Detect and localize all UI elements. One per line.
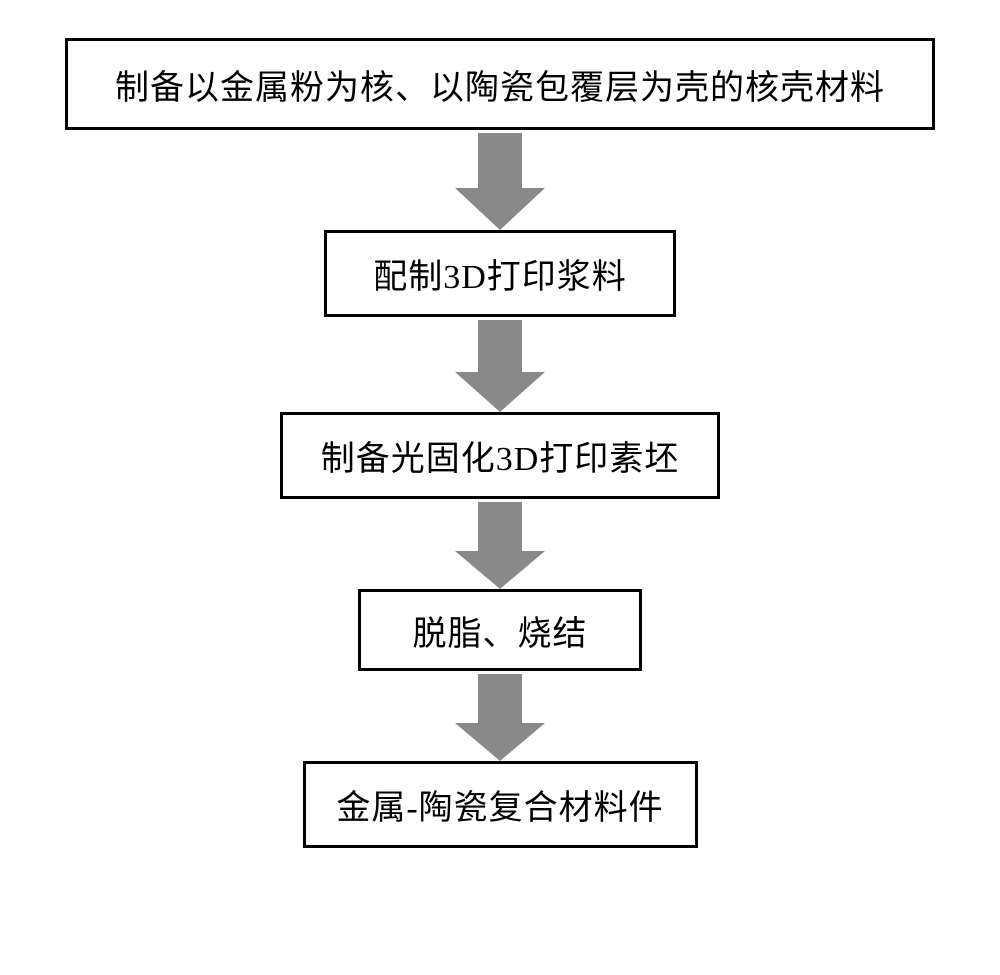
down-arrow-icon	[455, 499, 545, 589]
flowchart-step-2: 配制3D打印浆料	[324, 230, 676, 317]
flowchart-step-4: 脱脂、烧结	[358, 589, 642, 671]
down-arrow-icon	[455, 130, 545, 230]
step-3-label: 制备光固化3D打印素坯	[321, 431, 680, 480]
flowchart-arrow-4	[455, 671, 545, 761]
flowchart-step-3: 制备光固化3D打印素坯	[280, 412, 720, 499]
flowchart-step-1: 制备以金属粉为核、以陶瓷包覆层为壳的核壳材料	[65, 38, 935, 130]
flowchart-arrow-3	[455, 499, 545, 589]
step-1-label: 制备以金属粉为核、以陶瓷包覆层为壳的核壳材料	[115, 60, 885, 109]
step-5-label: 金属-陶瓷复合材料件	[336, 780, 663, 829]
step-4-label: 脱脂、烧结	[413, 606, 588, 655]
flowchart-step-5: 金属-陶瓷复合材料件	[303, 761, 698, 848]
step-2-label: 配制3D打印浆料	[373, 249, 627, 298]
flowchart-arrow-1	[455, 130, 545, 230]
flowchart-container: 制备以金属粉为核、以陶瓷包覆层为壳的核壳材料 配制3D打印浆料 制备光固化3D打…	[65, 38, 935, 848]
flowchart-arrow-2	[455, 317, 545, 412]
down-arrow-icon	[455, 671, 545, 761]
down-arrow-icon	[455, 317, 545, 412]
